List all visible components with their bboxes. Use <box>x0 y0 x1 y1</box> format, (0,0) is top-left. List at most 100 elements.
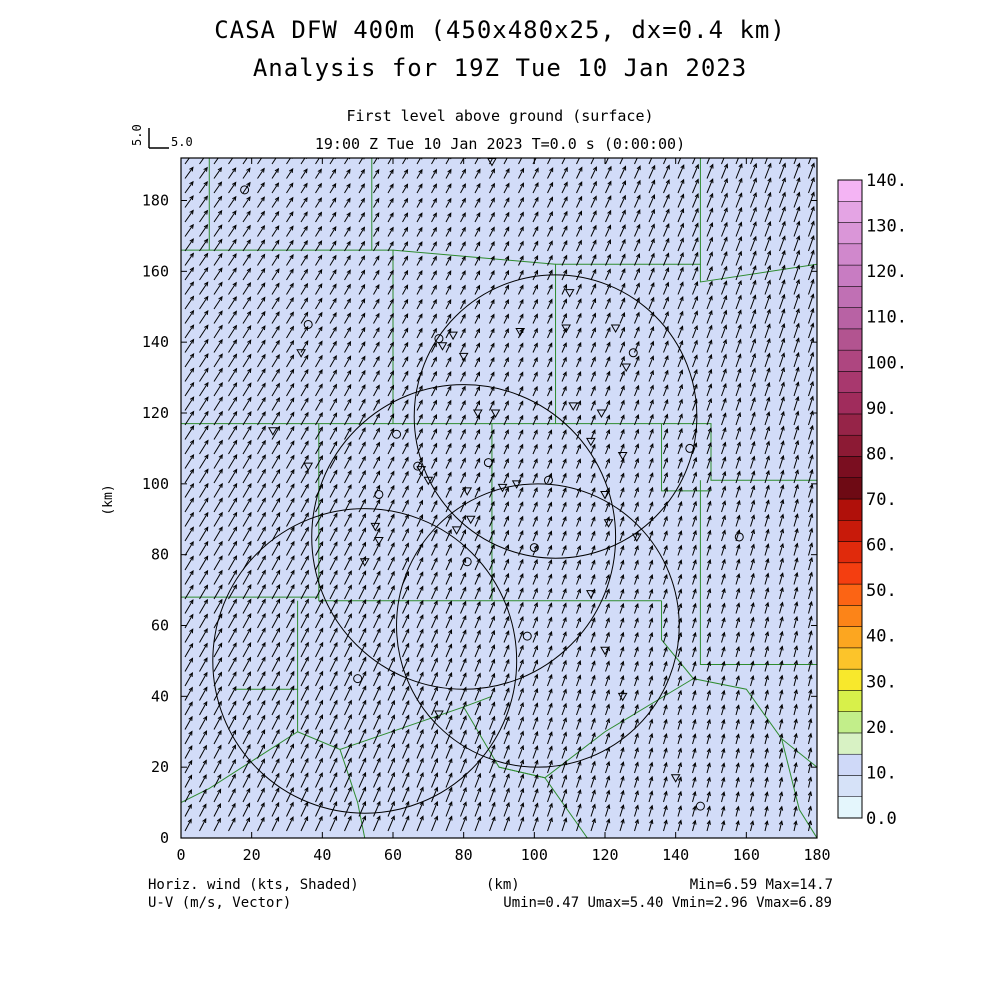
county-line-6 <box>555 423 817 481</box>
wind-vector <box>358 714 367 730</box>
wind-vector <box>532 802 539 817</box>
wind-vector <box>677 164 685 179</box>
wind-vector <box>779 498 785 513</box>
wind-vector <box>445 399 452 411</box>
station-triangle-marker <box>600 490 610 500</box>
wind-vector <box>749 791 755 803</box>
wind-vector <box>373 284 380 295</box>
wind-vector <box>706 265 713 281</box>
wind-vector <box>489 500 495 513</box>
wind-vector <box>228 238 237 252</box>
station-triangle-marker <box>564 289 575 298</box>
wind-vector <box>779 542 785 556</box>
wind-vector <box>779 206 786 223</box>
wind-vector <box>257 787 265 803</box>
wind-vector <box>532 659 539 672</box>
wind-vector <box>532 544 538 556</box>
wind-vector <box>474 270 481 281</box>
wind-vector <box>808 424 814 440</box>
wind-vector <box>387 628 395 643</box>
wind-vector <box>199 224 209 237</box>
wind-vector <box>619 224 626 237</box>
wind-vector <box>474 158 481 165</box>
wind-vector <box>532 342 538 353</box>
wind-vector <box>619 775 625 788</box>
wind-vector <box>692 559 697 571</box>
wind-vector <box>300 699 309 716</box>
wind-vector <box>706 192 714 208</box>
wind-vector <box>779 454 785 469</box>
wind-vector <box>213 295 223 310</box>
wind-vector <box>779 689 784 701</box>
wind-vector <box>257 310 266 324</box>
wind-vector <box>402 456 409 469</box>
wind-vector <box>605 660 610 672</box>
wind-vector <box>735 805 740 817</box>
wind-vector <box>271 685 280 701</box>
wind-vector <box>532 601 538 614</box>
county-line-4 <box>699 263 817 283</box>
wind-vector <box>677 747 683 759</box>
wind-vector <box>402 628 410 643</box>
wind-vector <box>387 398 395 411</box>
wind-vector <box>257 729 266 745</box>
wind-vector <box>779 322 786 339</box>
wind-vector <box>750 158 754 165</box>
wind-vector <box>735 221 743 237</box>
wind-vector <box>648 804 654 817</box>
wind-vector <box>358 786 367 803</box>
station-circle-marker <box>695 801 705 811</box>
wind-vector <box>228 267 237 281</box>
wind-vector <box>286 816 294 832</box>
wind-vector <box>547 225 553 237</box>
wind-vector <box>663 544 668 556</box>
wind-vector <box>387 341 394 353</box>
wind-vector <box>257 325 266 339</box>
wind-vector <box>634 384 640 397</box>
wind-vector <box>532 745 539 759</box>
wind-vector <box>315 670 324 687</box>
wind-vector <box>793 191 801 208</box>
wind-vector <box>605 559 610 571</box>
wind-vector <box>721 805 726 817</box>
wind-vector <box>663 384 669 397</box>
wind-vector <box>735 294 742 310</box>
wind-vector <box>663 819 668 832</box>
wind-vector <box>561 487 567 498</box>
wind-vector <box>242 324 252 339</box>
wind-vector <box>460 729 467 745</box>
wind-vector <box>271 339 280 353</box>
station-triangle-marker <box>631 533 642 542</box>
wind-vector <box>692 747 697 759</box>
wind-vector <box>706 704 711 716</box>
wind-vector <box>387 168 394 179</box>
wind-vector <box>271 196 280 208</box>
wind-vector <box>358 197 365 208</box>
wind-vector <box>460 815 467 832</box>
wind-vector <box>750 587 755 600</box>
wind-vector <box>779 293 786 310</box>
wind-vector <box>605 803 611 817</box>
wind-vector <box>445 528 452 542</box>
wind-vector <box>648 223 655 237</box>
wind-vector <box>779 469 785 484</box>
wind-vector <box>271 728 280 745</box>
wind-vector <box>373 384 380 397</box>
wind-vector <box>329 455 338 469</box>
wind-vector <box>344 800 352 817</box>
wind-vector <box>431 757 439 774</box>
wind-vector <box>706 762 711 774</box>
wind-vector <box>605 414 611 426</box>
wind-vector <box>489 572 495 585</box>
time-caption: 19:00 Z Tue 10 Jan 2023 T=0.0 s (0:00:00… <box>314 135 686 153</box>
wind-vector <box>576 688 582 701</box>
wind-vector <box>605 443 611 455</box>
wind-vector <box>735 455 741 469</box>
wind-vector <box>692 193 699 208</box>
wind-vector <box>344 728 352 745</box>
wind-vector <box>764 805 769 817</box>
wind-vector <box>721 819 726 832</box>
wind-vector <box>749 820 755 832</box>
plot-frame <box>180 157 818 839</box>
wind-vector <box>402 771 410 788</box>
